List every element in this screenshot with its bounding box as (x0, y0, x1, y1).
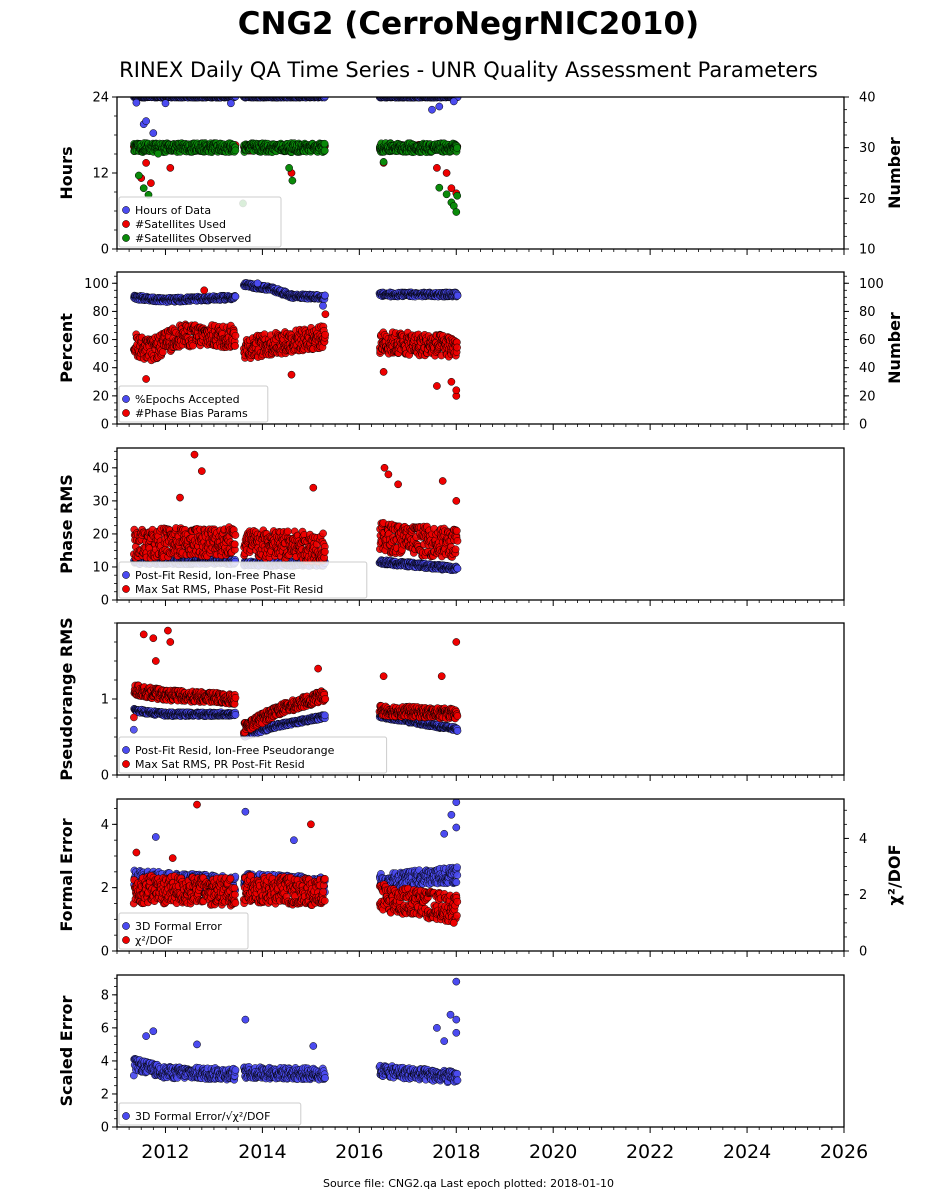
y-tick-label: 40 (92, 361, 109, 376)
data-point (442, 169, 451, 177)
data-point (285, 164, 293, 172)
y-right-tick-label: 100 (859, 277, 884, 292)
data-point (231, 342, 239, 350)
y-right-tick-label: 30 (859, 141, 876, 156)
data-point (142, 117, 150, 125)
data-point (449, 97, 458, 106)
legend-label: %Epochs Accepted (135, 393, 240, 406)
y-tick-label: 24 (92, 91, 109, 106)
y-tick-label: 0 (101, 243, 109, 258)
y-right-tick-label: 20 (859, 192, 876, 207)
y-tick-label: 100 (84, 277, 109, 292)
data-point (442, 190, 451, 199)
data-point (453, 144, 461, 152)
data-point (227, 99, 235, 108)
data-point (253, 279, 262, 288)
y-tick-label: 60 (92, 333, 109, 348)
y-tick-label: 12 (92, 167, 109, 182)
legend-marker (122, 234, 130, 242)
legend-box (118, 385, 269, 423)
y-axis-label: Hours (57, 146, 76, 199)
data-point (435, 102, 444, 111)
data-point (321, 310, 330, 319)
legend-marker (122, 206, 130, 214)
series-green (130, 139, 462, 216)
chart-subtitle: RINEX Daily QA Time Series - UNR Quality… (119, 58, 818, 82)
data-point (320, 146, 329, 155)
data-point (379, 158, 388, 166)
data-point (433, 164, 441, 172)
data-point (288, 176, 297, 185)
series-blue (130, 279, 462, 310)
y-right-tick-label: 40 (859, 361, 876, 376)
data-points (130, 279, 462, 400)
data-point (453, 343, 461, 352)
data-point (231, 146, 240, 155)
legend: %Epochs Accepted#Phase Bias Params (118, 385, 269, 423)
data-point (287, 370, 296, 379)
series-red (130, 450, 462, 566)
data-point (142, 375, 150, 383)
data-point (142, 159, 150, 167)
data-point (435, 183, 444, 192)
data-point (452, 386, 461, 395)
data-point (231, 97, 240, 101)
data-point (453, 291, 462, 300)
data-points (130, 450, 462, 575)
legend-label: #Satellites Observed (135, 232, 251, 245)
data-point (139, 184, 148, 193)
data-point (154, 149, 163, 158)
data-point (134, 171, 143, 180)
data-point (147, 179, 155, 187)
data-point (428, 105, 436, 114)
series-red (130, 286, 461, 400)
data-point (447, 184, 456, 193)
data-point (453, 191, 462, 200)
legend-label: #Phase Bias Params (135, 407, 248, 420)
y-axis-right-label: Number (885, 312, 904, 384)
legend-marker (122, 409, 130, 417)
legend-marker (122, 395, 130, 403)
data-point (149, 129, 158, 137)
y-tick-label: 20 (92, 389, 109, 404)
legend-box (118, 196, 282, 248)
panel-2: 0 20 40 60 80 100 0 20 40 60 80 100 Number Percent %Ep… (57, 271, 904, 433)
y-right-tick-label: 20 (859, 389, 876, 404)
data-point (231, 292, 240, 301)
y-axis-label: Percent (57, 313, 76, 383)
y-axis-right-label: Number (885, 137, 904, 209)
y-right-tick-label: 40 (859, 91, 876, 106)
data-point (447, 377, 456, 386)
y-tick-label: 0 (101, 418, 109, 433)
legend: Hours of Data#Satellites Used#Satellites… (118, 196, 282, 248)
y-right-tick-label: 10 (859, 243, 876, 258)
data-point (321, 330, 330, 339)
series-blue (130, 97, 462, 137)
y-right-tick-label: 80 (859, 305, 876, 320)
legend-label: #Satellites Used (135, 218, 226, 231)
data-point (321, 97, 329, 101)
legend-marker (122, 220, 130, 228)
page-title: CNG2 (CerroNegrNIC2010) (237, 6, 700, 42)
data-point (452, 208, 461, 216)
data-point (320, 139, 329, 148)
y-right-tick-label: 0 (859, 418, 867, 433)
data-point (200, 286, 209, 295)
data-point (166, 164, 175, 172)
data-point (321, 291, 329, 300)
data-point (379, 368, 388, 376)
data-point (132, 98, 141, 107)
y-right-tick-label: 60 (859, 333, 876, 348)
data-points (130, 97, 462, 216)
data-point (453, 564, 462, 573)
data-point (319, 301, 327, 310)
data-point (231, 331, 240, 340)
data-point (433, 382, 441, 390)
data-point (161, 99, 170, 108)
y-tick-label: 80 (92, 305, 109, 320)
legend-label: Hours of Data (135, 204, 211, 217)
